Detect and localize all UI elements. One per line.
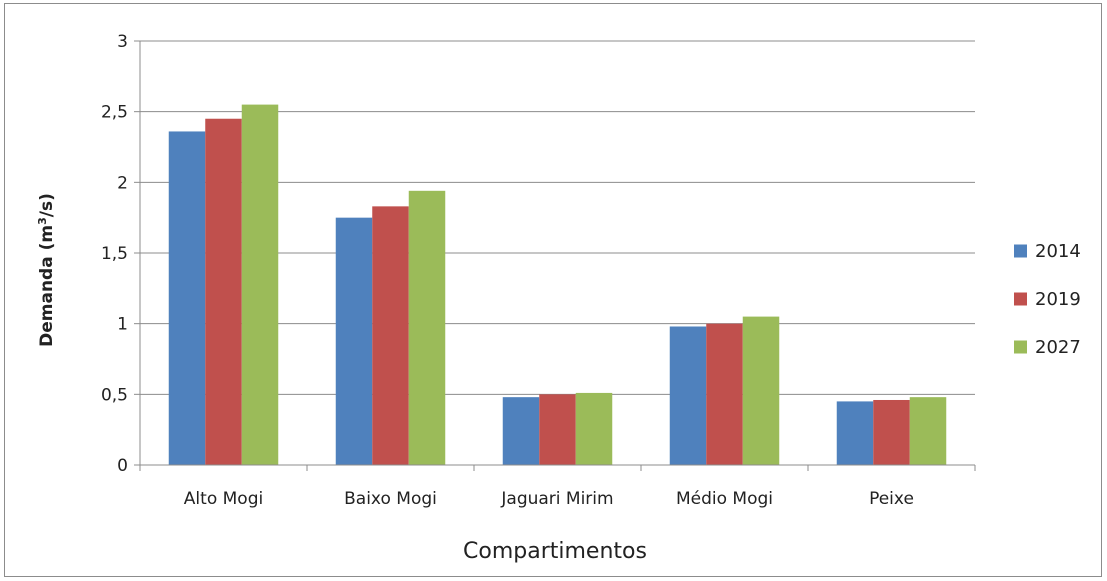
y-axis-label-superscript: 3: [36, 217, 49, 225]
bar-2019-médio-mogi: [706, 323, 743, 465]
bar-2014-baixo-mogi: [335, 217, 373, 465]
y-tick-label: 3: [117, 32, 128, 52]
bar-2027-baixo-mogi: [408, 190, 446, 465]
legend-swatch-2014: [1014, 244, 1027, 258]
y-tick-label: 2,5: [101, 103, 128, 123]
legend-label-2019: 2019: [1035, 289, 1081, 310]
y-tick-label: 1,5: [101, 244, 128, 264]
bar-2027-peixe: [909, 397, 947, 465]
bar-2014-médio-mogi: [669, 326, 707, 465]
y-tick-label: 0,5: [101, 385, 128, 405]
x-tick-label: Alto Mogi: [184, 489, 263, 509]
bar-2014-peixe: [836, 401, 874, 465]
bar-2019-alto-mogi: [205, 118, 242, 465]
y-tick-label: 0: [117, 456, 128, 476]
x-tick-label: Baixo Mogi: [344, 489, 437, 509]
bar-2027-médio-mogi: [742, 316, 780, 465]
bars: [168, 104, 947, 466]
y-tick-labels: 0 0,5 1 1,5 2 2,5 3: [101, 32, 140, 476]
legend-label-2027: 2027: [1035, 337, 1081, 358]
bar-2027-jaguari-mirim: [575, 392, 613, 465]
bar-2019-baixo-mogi: [372, 206, 409, 466]
y-axis-label-main: Demanda (m: [37, 225, 57, 347]
bar-2014-alto-mogi: [168, 131, 206, 465]
x-tick-label: Médio Mogi: [676, 489, 773, 509]
bar-2019-jaguari-mirim: [539, 394, 576, 465]
bar-2027-alto-mogi: [241, 104, 279, 465]
bar-2014-jaguari-mirim: [502, 397, 540, 465]
gridlines: [140, 40, 975, 395]
bar-2019-peixe: [873, 399, 910, 465]
legend-label-2014: 2014: [1035, 241, 1081, 262]
y-axis-label: Demanda (m3/s): [36, 193, 58, 347]
legend: 2014 2019 2027: [1014, 241, 1081, 358]
x-tick-label: Peixe: [869, 489, 914, 509]
y-tick-label: 1: [117, 315, 128, 335]
legend-swatch-2019: [1014, 292, 1027, 306]
y-axis-label-tail: /s): [37, 193, 57, 217]
x-axis-label: Compartimentos: [463, 539, 647, 564]
x-tick-label: Jaguari Mirim: [500, 489, 613, 509]
x-tick-labels: Alto Mogi Baixo Mogi Jaguari Mirim Médio Mo…: [139, 465, 976, 509]
legend-swatch-2027: [1014, 340, 1027, 354]
y-tick-label: 2: [117, 173, 128, 193]
